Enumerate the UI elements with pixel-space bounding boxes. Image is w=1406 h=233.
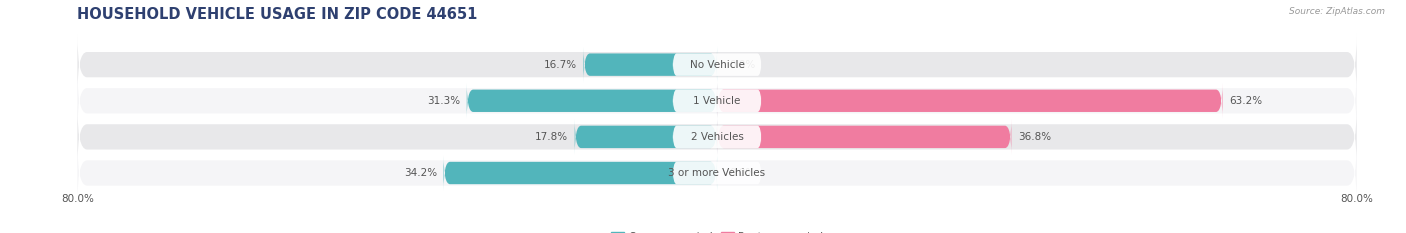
Legend: Owner-occupied, Renter-occupied: Owner-occupied, Renter-occupied [607,228,827,233]
Text: 17.8%: 17.8% [536,132,568,142]
Text: HOUSEHOLD VEHICLE USAGE IN ZIP CODE 44651: HOUSEHOLD VEHICLE USAGE IN ZIP CODE 4465… [77,7,478,22]
FancyBboxPatch shape [467,83,717,118]
Text: Source: ZipAtlas.com: Source: ZipAtlas.com [1289,7,1385,16]
Text: 2 Vehicles: 2 Vehicles [690,132,744,142]
FancyBboxPatch shape [443,155,717,191]
FancyBboxPatch shape [583,47,717,82]
FancyBboxPatch shape [77,142,1357,204]
Text: 63.2%: 63.2% [1229,96,1263,106]
FancyBboxPatch shape [717,119,1011,154]
FancyBboxPatch shape [672,162,762,184]
FancyBboxPatch shape [672,126,762,148]
Text: 34.2%: 34.2% [404,168,437,178]
FancyBboxPatch shape [672,89,762,112]
Text: No Vehicle: No Vehicle [689,60,745,70]
Text: 31.3%: 31.3% [427,96,460,106]
Text: 36.8%: 36.8% [1018,132,1050,142]
FancyBboxPatch shape [717,83,1222,118]
FancyBboxPatch shape [77,70,1357,131]
Text: 16.7%: 16.7% [544,60,576,70]
FancyBboxPatch shape [77,106,1357,168]
Text: 1 Vehicle: 1 Vehicle [693,96,741,106]
Text: 0.0%: 0.0% [730,60,755,70]
FancyBboxPatch shape [575,119,717,154]
Text: 0.0%: 0.0% [730,168,755,178]
Text: 3 or more Vehicles: 3 or more Vehicles [668,168,766,178]
FancyBboxPatch shape [672,53,762,76]
FancyBboxPatch shape [77,34,1357,95]
